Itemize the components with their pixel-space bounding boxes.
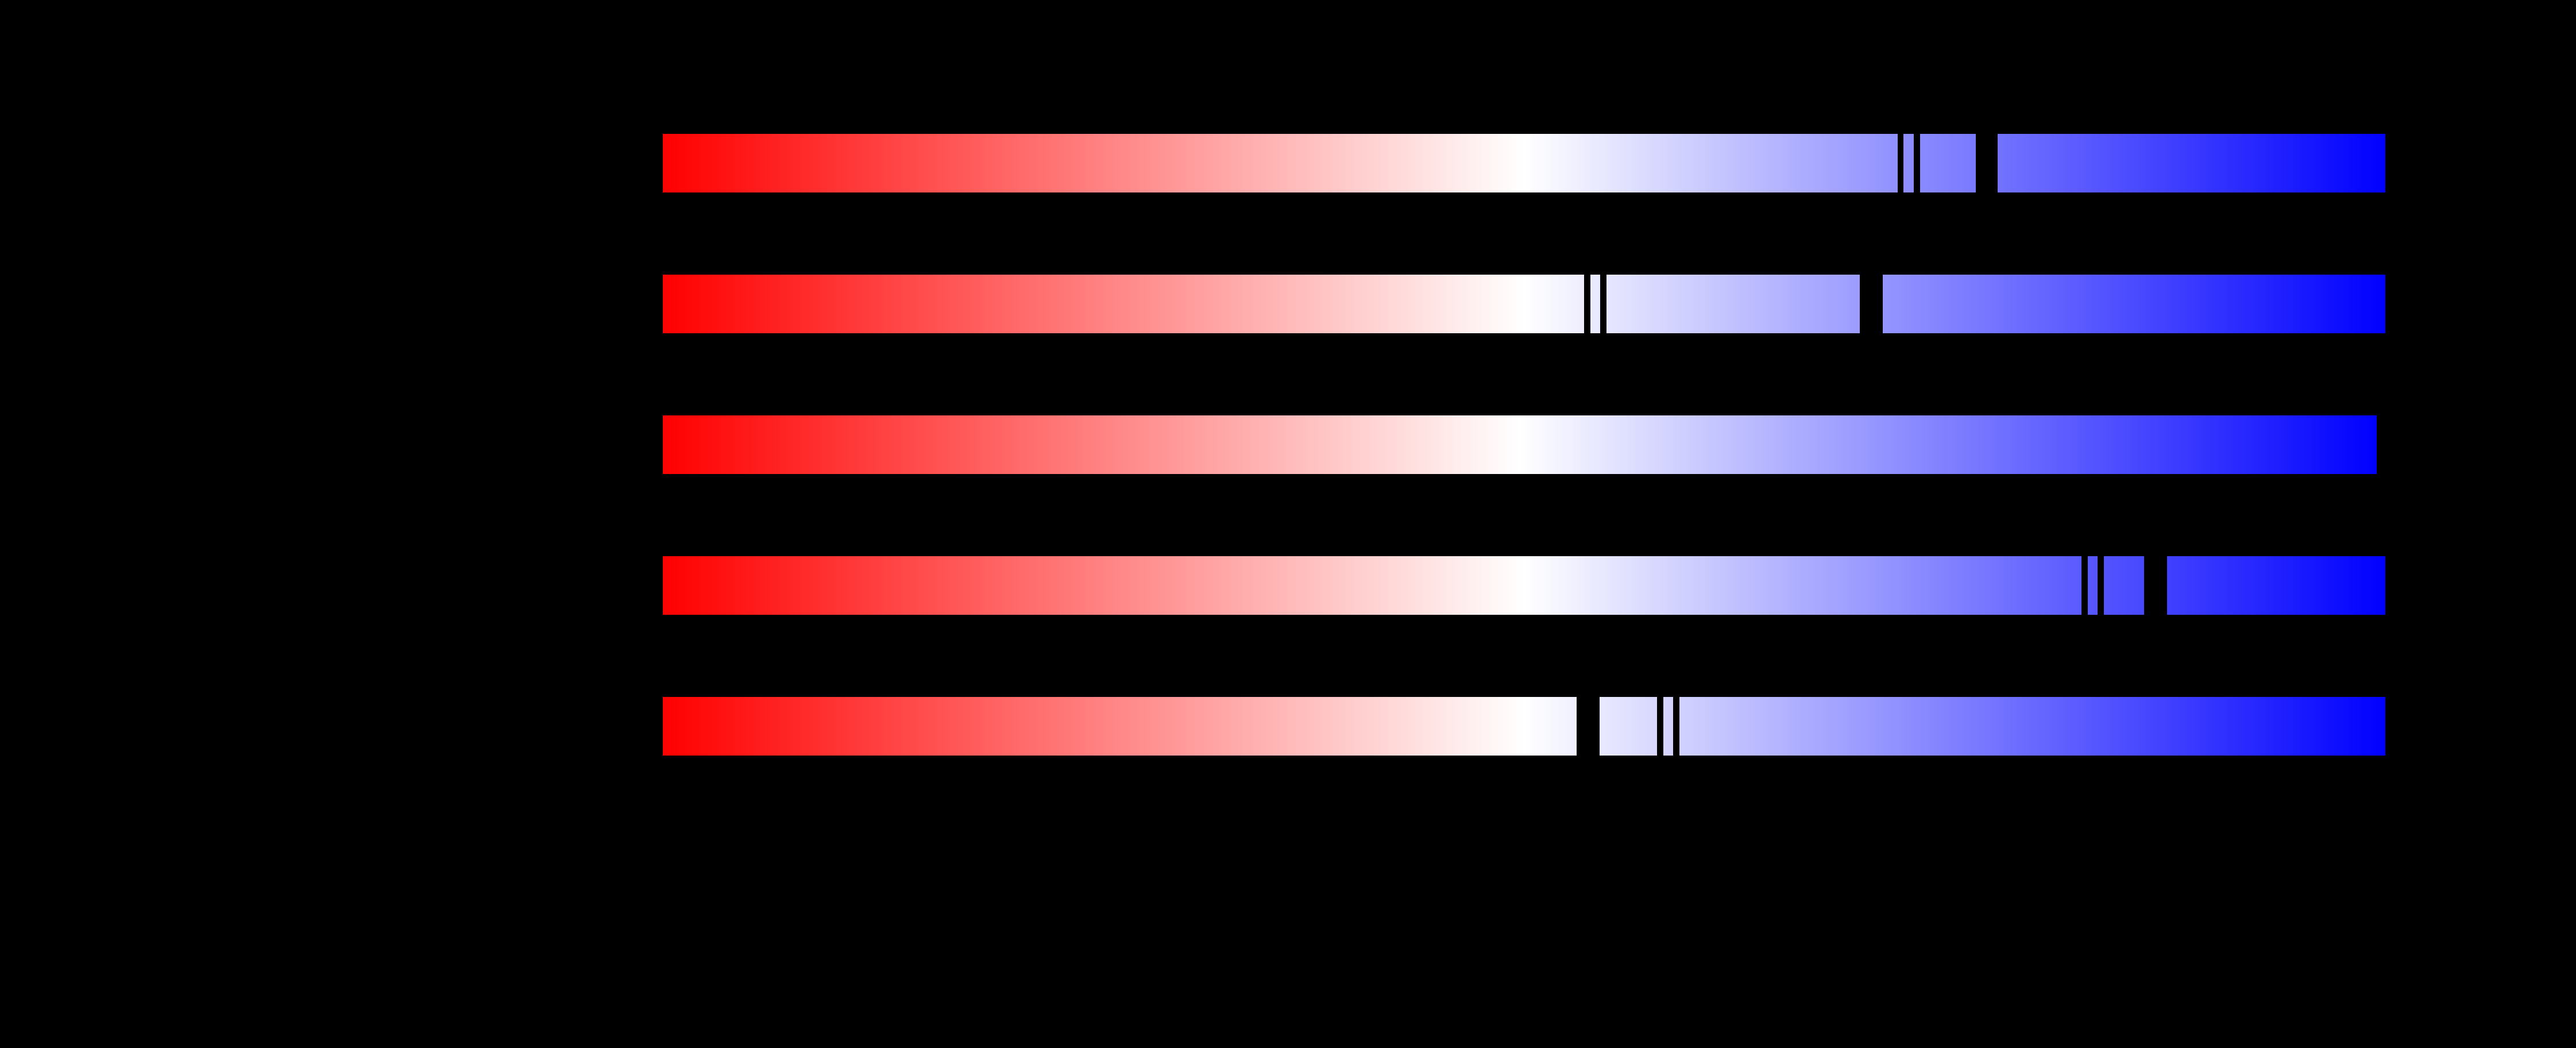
gradient-bar-row-5 [663, 697, 2385, 756]
gradient-bar-row-1 [663, 134, 2385, 192]
colorbar-gradient-1 [663, 134, 2385, 192]
colorbar-gradient-5 [663, 697, 2385, 756]
bar-gap-1-3 [1976, 134, 1998, 192]
bar-gap-2-2 [1600, 275, 1606, 333]
colorbar-gradient-2 [663, 275, 2385, 333]
bar-gap-5-3 [1673, 697, 1679, 756]
bar-gap-2-1 [1584, 275, 1590, 333]
gradient-bar-row-4 [663, 556, 2385, 615]
colorbar-gradient-4 [663, 556, 2385, 615]
bar-gap-2-3 [1860, 275, 1883, 333]
bar-gap-5-2 [1657, 697, 1663, 756]
bar-gap-4-2 [2098, 556, 2104, 615]
bar-gap-4-3 [2144, 556, 2167, 615]
gradient-bar-row-3 [663, 415, 2377, 474]
colorbar-gradient-3 [663, 415, 2377, 474]
bar-gap-4-1 [2081, 556, 2088, 615]
bar-gap-1-1 [1898, 134, 1903, 192]
bar-gap-5-1 [1577, 697, 1600, 756]
bar-gap-1-2 [1914, 134, 1920, 192]
gradient-bar-row-2 [663, 275, 2385, 333]
